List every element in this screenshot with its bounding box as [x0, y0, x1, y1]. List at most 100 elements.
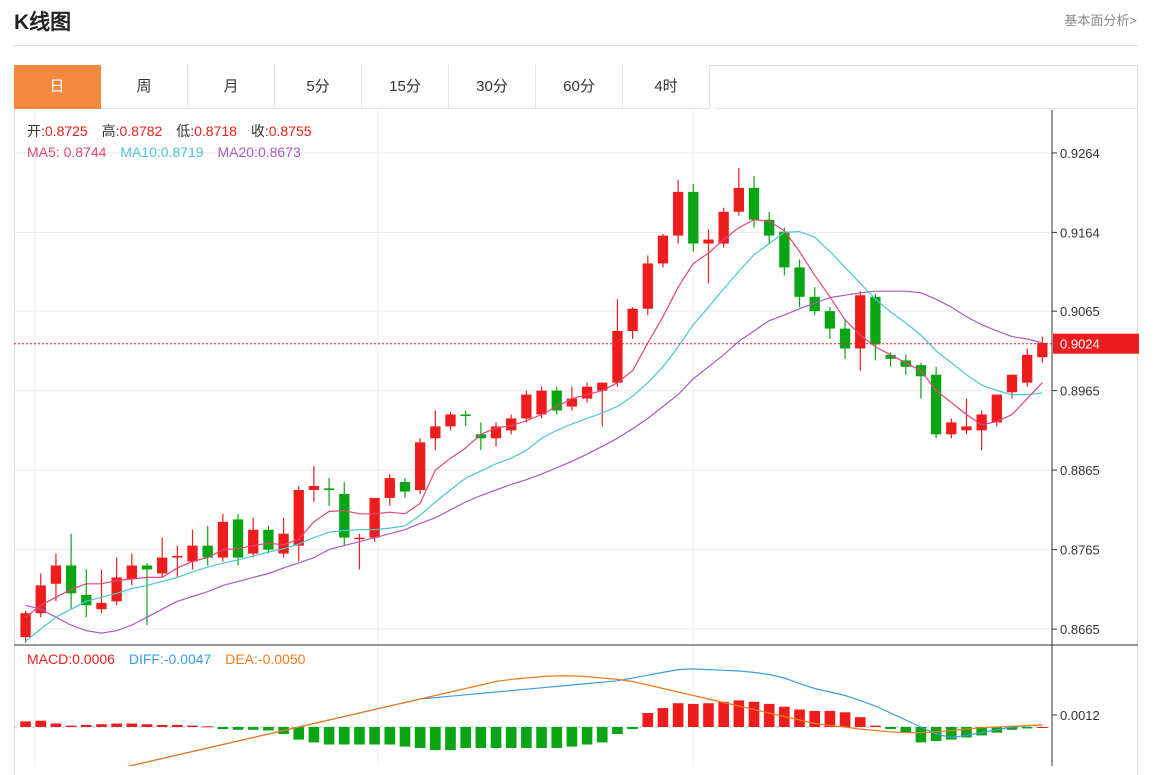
candle-body: [809, 296, 820, 312]
macd-bar: [839, 712, 851, 727]
candle-body: [293, 489, 304, 546]
macd-bar: [414, 727, 426, 748]
low-value: 0.8718: [194, 123, 237, 139]
y-tick-label: 0.9065: [1060, 304, 1100, 319]
candle-body: [824, 311, 836, 329]
macd-value: 0.0006: [72, 651, 115, 667]
macd-bar: [293, 727, 305, 740]
candle-body: [551, 390, 562, 411]
candle-body: [20, 613, 31, 638]
tab-30min[interactable]: 30分: [449, 65, 536, 109]
ma20-label: MA20:: [217, 144, 258, 160]
tab-60min[interactable]: 60分: [536, 65, 623, 109]
current-price-tag: [1053, 333, 1139, 354]
macd-bar: [50, 723, 62, 727]
macd-bar: [763, 703, 775, 727]
tab-15min[interactable]: 15分: [362, 65, 449, 109]
open-value: 0.8725: [44, 123, 88, 139]
tab-week[interactable]: 周: [101, 65, 188, 109]
macd-bar: [961, 727, 972, 738]
candle-body: [718, 211, 729, 244]
high-label: 高:: [101, 123, 120, 139]
candle-body: [506, 418, 517, 431]
dea-line: [126, 675, 1043, 766]
open-label: 开:: [27, 123, 45, 139]
page-title: K线图: [14, 11, 72, 34]
candle-body: [50, 565, 62, 584]
macd-label: MACD:: [27, 651, 73, 667]
macd-bar: [627, 727, 638, 730]
candle-body: [65, 565, 77, 594]
y-tick-label: 0.8665: [1060, 622, 1100, 637]
candle-body: [490, 426, 502, 439]
macd-bar: [687, 703, 699, 727]
macd-bar: [596, 727, 608, 743]
candle-body: [627, 308, 638, 331]
candle-body: [779, 231, 790, 268]
ma5-value: 0.8744: [63, 144, 107, 160]
candle-body: [672, 191, 684, 236]
tab-4hour[interactable]: 4时: [623, 65, 710, 109]
macd-bar: [854, 717, 866, 727]
candle-body: [976, 414, 987, 431]
macd-bar: [445, 727, 456, 751]
axes-layer: 0.9264 0.9164 0.9065 0.8965 0.8865 0.8765 0.86…: [1051, 110, 1139, 766]
macd-bar: [141, 724, 153, 727]
macd-bar: [885, 727, 896, 730]
candle-body: [536, 390, 547, 415]
macd-bar: [657, 708, 669, 727]
macd-bar: [20, 721, 31, 727]
low-label: 低:: [176, 123, 195, 139]
candle-body: [187, 545, 198, 562]
period-tabs: 日 周 月 5分 15分 30分 60分 4时: [14, 65, 710, 109]
candle-body: [157, 557, 168, 574]
fundamental-analysis-link[interactable]: 基本面分析>: [1064, 13, 1137, 28]
candle-body: [991, 394, 1002, 423]
macd-bar: [703, 703, 714, 727]
candle-body: [217, 521, 229, 558]
candle-body: [1006, 374, 1018, 393]
candle-body: [794, 267, 805, 297]
macd-bar: [718, 701, 729, 727]
macd-bar: [1037, 727, 1048, 728]
macd-bar: [642, 713, 654, 727]
candle-body: [81, 594, 92, 606]
macd-bar: [460, 727, 471, 748]
candle-body: [885, 354, 896, 359]
tab-month[interactable]: 月: [188, 65, 275, 109]
macd-bar: [65, 725, 77, 727]
y-tick-label: 0.9164: [1060, 225, 1100, 240]
ohlc-info: 开:0.8725 高:0.8782 低:0.8718 收:0.8755: [27, 121, 322, 141]
candle-body: [111, 577, 122, 602]
macd-bar: [581, 727, 593, 745]
macd-bar: [369, 727, 380, 745]
ma5-line: [25, 219, 1043, 618]
macd-bar: [156, 724, 168, 727]
macd-bar: [505, 727, 517, 748]
macd-bar: [263, 727, 274, 731]
candle-body: [126, 565, 137, 580]
macd-bar: [96, 724, 107, 727]
macd-bar: [247, 727, 259, 730]
macd-bar: [809, 710, 821, 727]
title-divider: [14, 45, 1139, 46]
high-value: 0.8782: [119, 123, 163, 139]
candle-body: [566, 398, 578, 407]
macd-bar: [612, 727, 623, 734]
ma20-line: [25, 290, 1043, 634]
current-price-label: 0.9024: [1060, 337, 1100, 352]
macd-bar: [870, 725, 881, 727]
macd-bar: [399, 727, 411, 747]
candle-body: [96, 602, 107, 610]
tab-day[interactable]: 日: [14, 65, 101, 109]
candle-body: [384, 478, 395, 498]
diff-value: -0.0047: [163, 651, 212, 667]
macd-bar: [490, 727, 502, 748]
macd-bar: [521, 727, 532, 748]
y-tick-label: 0.9264: [1060, 146, 1100, 161]
tab-5min[interactable]: 5分: [275, 65, 362, 109]
candle-body: [961, 426, 972, 431]
candle-body: [430, 426, 441, 439]
ma-info: MA5: 0.8744 MA10:0.8719 MA20:0.8673: [27, 144, 311, 160]
